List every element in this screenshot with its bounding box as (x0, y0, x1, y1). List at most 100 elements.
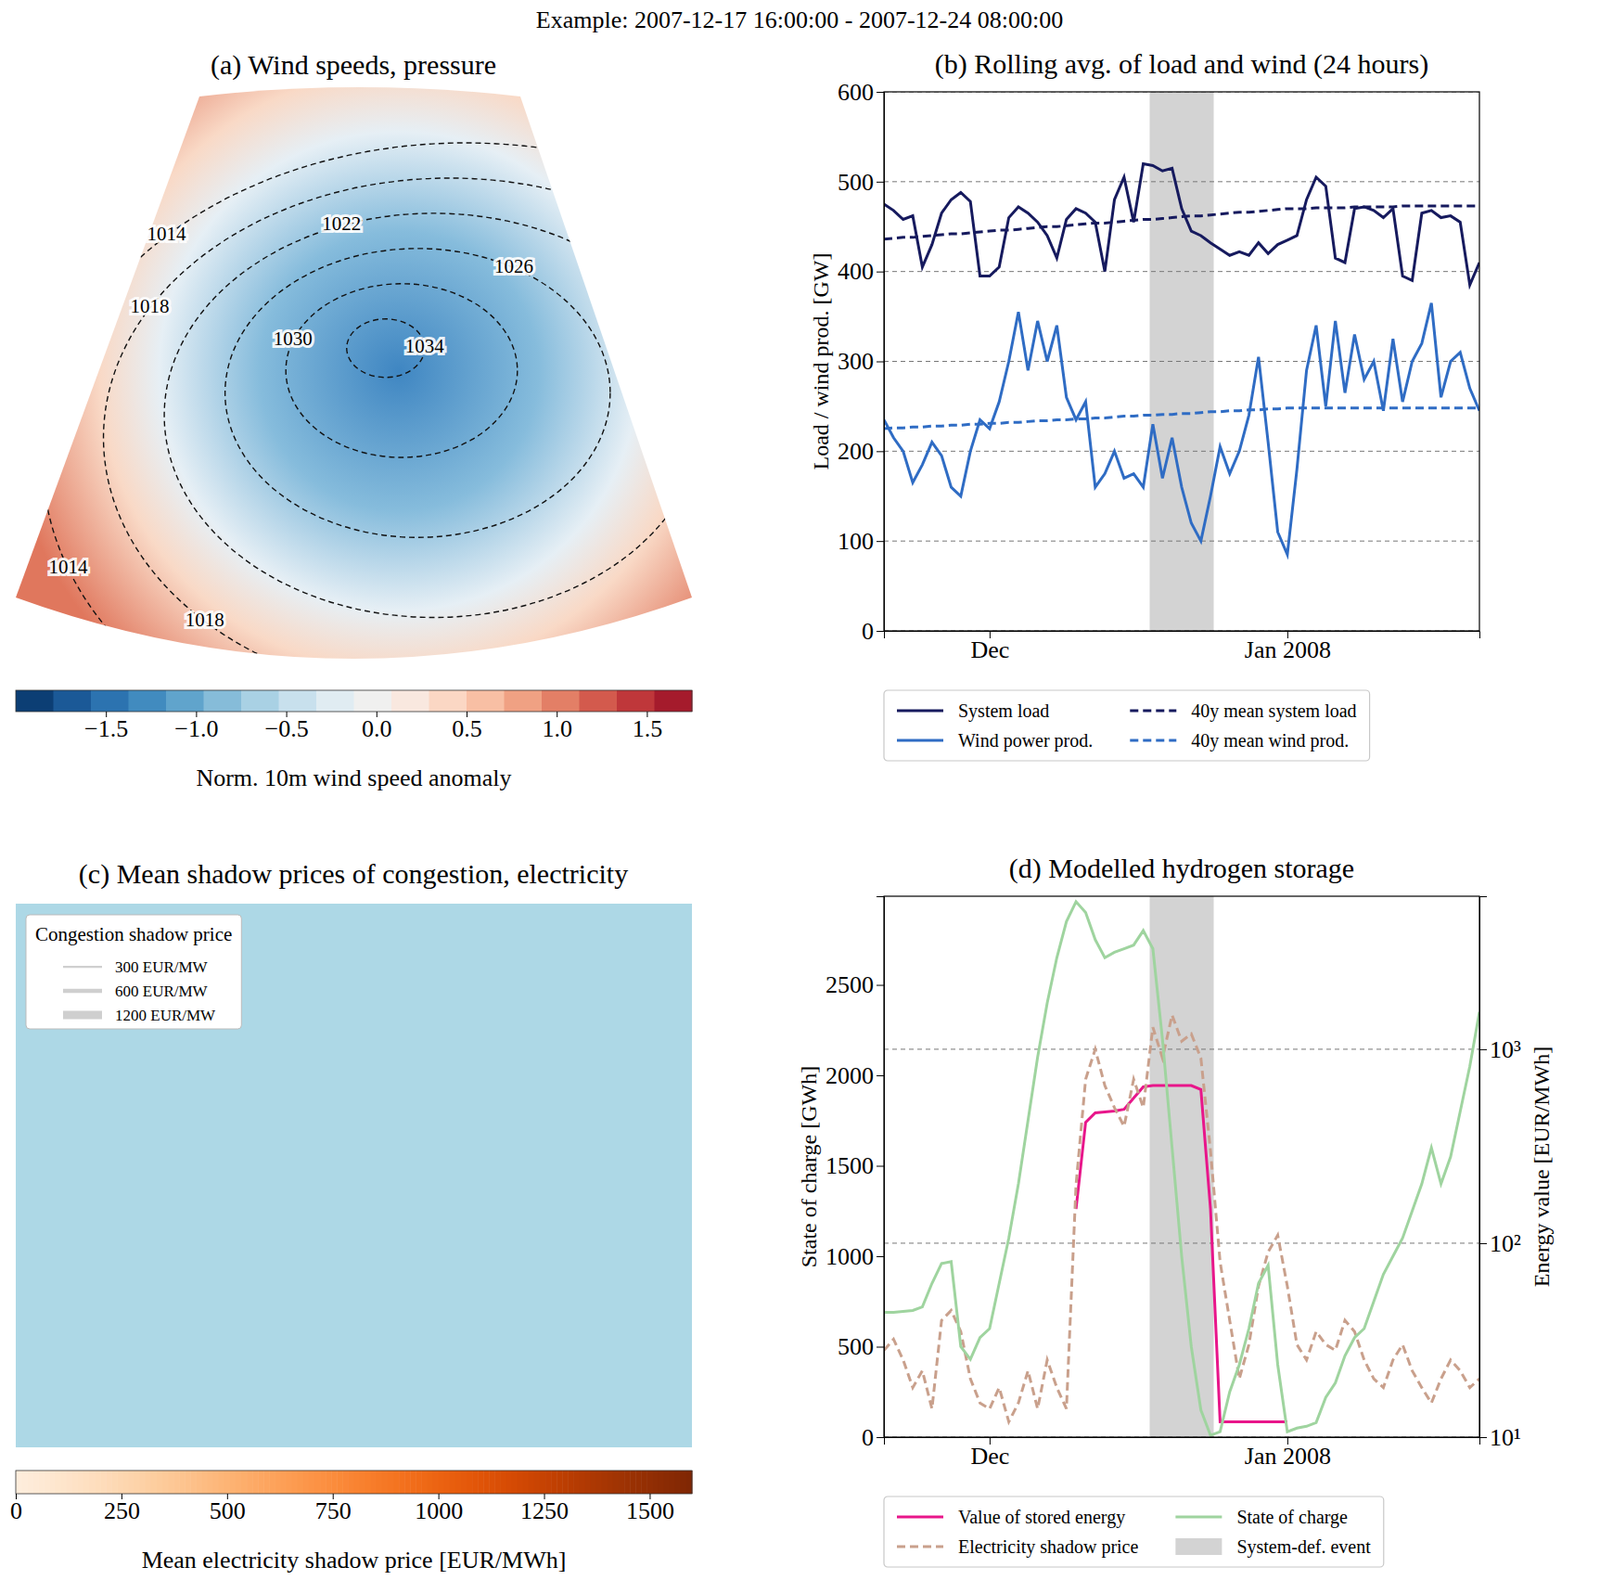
axis: DecJan 2008 (884, 1436, 1481, 1470)
tick-mark (1479, 1436, 1487, 1438)
colorbar-cell (281, 1470, 288, 1494)
legend-label: 40y mean wind prod. (1190, 729, 1349, 752)
isobar-label: 1030 (273, 327, 313, 350)
colorbar-cell (320, 1470, 327, 1494)
axis-line (16, 1493, 693, 1495)
colorbar-cell (382, 1470, 389, 1494)
legend-label: 300 EUR/MW (115, 958, 209, 976)
axis-line (876, 92, 885, 632)
suptitle: Example: 2007-12-17 16:00:00 - 2007-12-2… (536, 6, 1063, 34)
colorbar-cell (449, 1470, 457, 1494)
tick: 500 (837, 168, 884, 196)
colorbar-cell (421, 1470, 428, 1494)
tick: 10¹ (1479, 1423, 1522, 1451)
colorbar-cell (347, 1470, 355, 1494)
colorbar-cell (128, 690, 167, 712)
colorbar-cell (506, 1470, 513, 1494)
tick: 500 (209, 1493, 246, 1524)
colorbar-cell (213, 1470, 220, 1494)
colorbar-cell (83, 1470, 90, 1494)
colorbar-cell (680, 1470, 688, 1494)
colorbar-cell (354, 690, 393, 712)
colorbar-label: Norm. 10m wind speed anomaly (195, 764, 512, 792)
grid-line (883, 180, 1480, 182)
figure: Example: 2007-12-17 16:00:00 - 2007-12-2… (0, 0, 1600, 1593)
isobar-label: 1018 (185, 608, 225, 631)
colorbar-cell (624, 1470, 631, 1494)
colorbar-cell (629, 1470, 637, 1494)
tick-label: 500 (837, 168, 874, 196)
colorbar-cell (466, 690, 505, 712)
colorbar-cell (686, 1470, 693, 1494)
tick-label: 500 (209, 1497, 246, 1524)
tick: 0.5 (451, 711, 483, 743)
tick-label: 500 (837, 1332, 874, 1360)
colorbar-cell (590, 1470, 598, 1494)
colorbar-cell (640, 1470, 648, 1494)
tick-mark (876, 540, 884, 542)
colorbar-cell (38, 1470, 45, 1494)
colorbar-cell (545, 1470, 552, 1494)
colorbar-cell (607, 1470, 615, 1494)
colorbar-cell (166, 690, 205, 712)
colorbar-cell (190, 1470, 197, 1494)
colorbar-cell (230, 1470, 237, 1494)
colorbar-cell (55, 1470, 63, 1494)
colorbar-cell (504, 690, 543, 712)
colorbar-cell (21, 1470, 28, 1494)
colorbar-cell (523, 1470, 530, 1494)
colorbar-cell (336, 1470, 344, 1494)
tick-label: 1.5 (632, 715, 664, 743)
map-area (15, 903, 692, 1447)
colorbar-label: Mean electricity shadow price [EUR/MWh] (141, 1546, 567, 1574)
colorbar-cell (204, 690, 243, 712)
colorbar-cell (466, 1470, 474, 1494)
colorbar-cell (26, 1470, 34, 1494)
colorbar-cell (579, 690, 618, 712)
colorbar-cell (669, 1470, 677, 1494)
legend-label: Value of stored energy (958, 1506, 1126, 1528)
tick: 10³ (1479, 1036, 1522, 1063)
legend-label: Electricity shadow price (958, 1536, 1139, 1558)
legend-swatch (896, 739, 944, 743)
tick-label: −1.5 (84, 715, 128, 743)
colorbar-cell (359, 1470, 367, 1494)
tick: 1500 (626, 1493, 675, 1524)
series-line (883, 163, 1480, 285)
colorbar-cell (314, 1470, 321, 1494)
tick-label: 750 (315, 1497, 352, 1524)
isobar-label: 1014 (49, 555, 90, 578)
tick: 600 (837, 78, 884, 106)
colorbar-cell (675, 1470, 682, 1494)
tick-label: 250 (103, 1497, 141, 1524)
legend: Value of stored energy Electricity shadow… (883, 1496, 1384, 1567)
tick: 0 (861, 617, 884, 645)
colorbar-cell (596, 1470, 603, 1494)
colorbar-cell (90, 690, 129, 712)
tick: Dec (970, 630, 1010, 664)
colorbar-cell (528, 1470, 536, 1494)
tick-mark (876, 1346, 884, 1348)
colorbar-cell (140, 1470, 147, 1494)
tick: Jan 2008 (1244, 630, 1332, 664)
colorbar-cell (387, 1470, 395, 1494)
legend-swatch (1129, 709, 1177, 713)
series-line (883, 408, 1480, 429)
isobar-label: 1014 (147, 222, 188, 245)
tick-mark (876, 1255, 884, 1257)
colorbar-cell (415, 1470, 423, 1494)
colorbar-cell (162, 1470, 169, 1494)
colorbar-cell (15, 1470, 23, 1494)
tick: 1250 (520, 1493, 569, 1524)
colorbar-cell (541, 690, 580, 712)
grid-line (883, 540, 1480, 542)
colorbar-cell (635, 1470, 642, 1494)
tick-label: 0.0 (361, 715, 393, 743)
plot-frame (883, 896, 1480, 1437)
tick-label: 0 (10, 1497, 23, 1524)
colorbar-cell (429, 690, 468, 712)
tick-mark (876, 1165, 884, 1167)
plot-frame (883, 91, 1480, 631)
series-line (883, 901, 1480, 1435)
tick: −0.5 (265, 711, 309, 743)
